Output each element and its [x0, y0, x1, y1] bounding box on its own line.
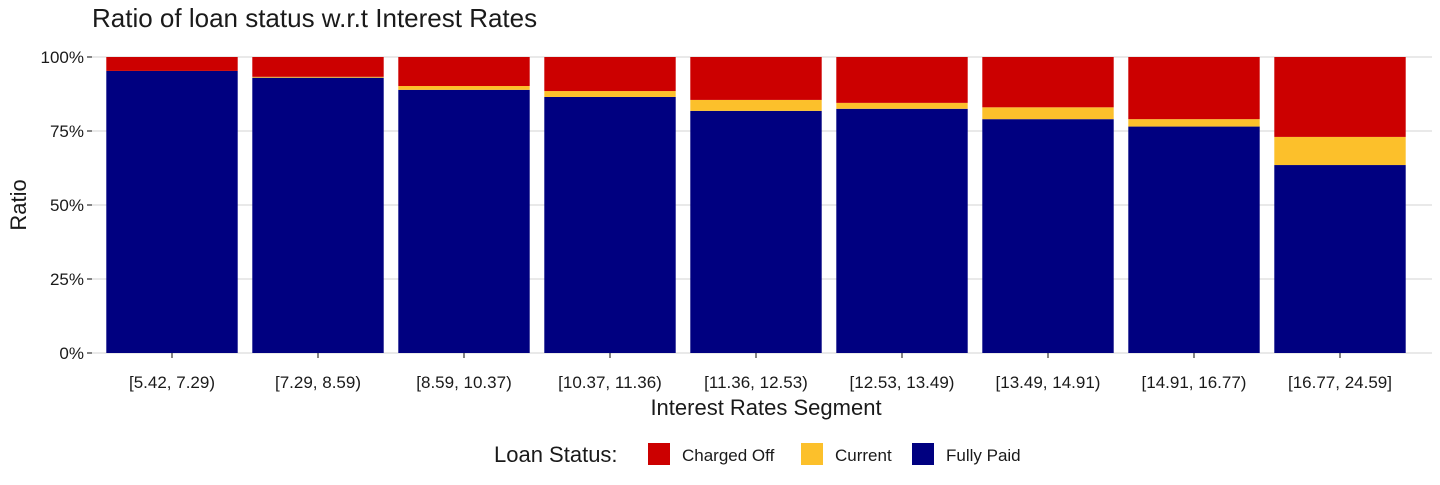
x-tick-label: [12.53, 13.49) [850, 373, 955, 392]
bar-current [836, 102, 968, 109]
bar-current [398, 86, 530, 90]
bar-fully-paid [1274, 165, 1406, 353]
legend-label: Current [835, 446, 892, 465]
y-tick-label: 75% [50, 122, 84, 141]
bar-charged-off [398, 57, 530, 87]
legend-swatch [801, 443, 823, 465]
bar-fully-paid [106, 70, 238, 353]
bar-current [982, 107, 1114, 120]
legend-swatch [648, 443, 670, 465]
bar-fully-paid [544, 96, 676, 354]
bar-fully-paid [398, 89, 530, 354]
bar-current [544, 91, 676, 97]
bar-fully-paid [690, 110, 822, 354]
chart-title: Ratio of loan status w.r.t Interest Rate… [92, 3, 537, 33]
bar-charged-off [836, 57, 968, 103]
y-axis: 0% 25% 50% 75% 100% [41, 48, 92, 363]
bar-current [690, 99, 822, 111]
legend-swatch [912, 443, 934, 465]
bar-charged-off [1128, 57, 1260, 120]
bar-charged-off [252, 57, 384, 77]
x-tick-label: [13.49, 14.91) [996, 373, 1101, 392]
bar-current [252, 76, 384, 78]
x-tick-label: [8.59, 10.37) [416, 373, 511, 392]
bar-charged-off [106, 57, 238, 71]
bar-fully-paid [836, 108, 968, 353]
legend-label: Fully Paid [946, 446, 1021, 465]
y-tick-label: 25% [50, 270, 84, 289]
legend-label: Charged Off [682, 446, 775, 465]
y-axis-title: Ratio [6, 179, 31, 230]
bar-current [1128, 119, 1260, 127]
bar-fully-paid [1128, 126, 1260, 353]
y-tick-label: 0% [59, 344, 84, 363]
y-tick-label: 50% [50, 196, 84, 215]
y-tick-label: 100% [41, 48, 84, 67]
x-tick-label: [16.77, 24.59] [1288, 373, 1392, 392]
bars [106, 57, 1406, 354]
bar-charged-off [544, 57, 676, 92]
bar-fully-paid [982, 119, 1114, 353]
bar-fully-paid [252, 77, 384, 353]
bar-charged-off [982, 57, 1114, 108]
x-axis: [5.42, 7.29) [7.29, 8.59) [8.59, 10.37) [10… [129, 353, 1392, 392]
x-tick-label: [10.37, 11.36) [558, 373, 662, 392]
x-tick-label: [11.36, 12.53) [704, 373, 808, 392]
x-tick-label: [5.42, 7.29) [129, 373, 215, 392]
legend-title: Loan Status: [494, 442, 618, 467]
bar-charged-off [690, 57, 822, 100]
x-tick-label: [14.91, 16.77) [1142, 373, 1247, 392]
bar-charged-off [1274, 57, 1406, 137]
x-axis-title: Interest Rates Segment [650, 395, 881, 420]
x-tick-label: [7.29, 8.59) [275, 373, 361, 392]
bar-current [1274, 136, 1406, 166]
legend: Loan Status: Charged Off Current Fully Pai… [494, 442, 1021, 467]
